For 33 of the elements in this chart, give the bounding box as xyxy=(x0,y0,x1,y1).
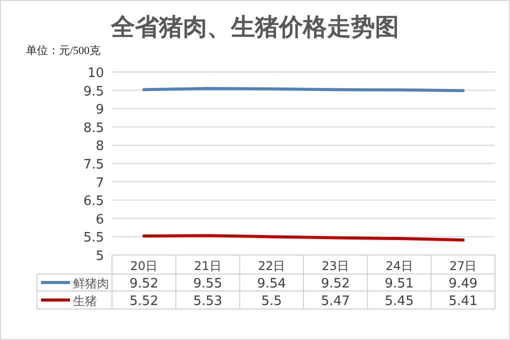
data-label: 5.53 xyxy=(193,294,222,309)
legend-label: 生猪 xyxy=(73,294,97,308)
y-tick-label: 7.5 xyxy=(83,158,104,172)
legend-label: 鲜猪肉 xyxy=(73,276,109,290)
y-tick-label: 6 xyxy=(96,212,104,228)
x-tick-label: 22日 xyxy=(258,259,286,273)
y-tick-label: 10 xyxy=(87,66,104,81)
y-tick-label: 5 xyxy=(96,249,104,264)
data-label: 5.52 xyxy=(129,294,158,309)
data-label: 9.52 xyxy=(129,276,158,292)
data-label: 9.52 xyxy=(320,276,350,292)
data-label: 5.41 xyxy=(448,294,478,309)
data-label: 9.54 xyxy=(257,276,286,292)
data-label: 5.5 xyxy=(261,294,282,309)
y-tick-label: 5.5 xyxy=(83,230,104,246)
data-label: 9.49 xyxy=(448,276,478,292)
y-tick-label: 9.5 xyxy=(83,84,104,100)
x-tick-label: 24日 xyxy=(386,259,413,273)
y-tick-label: 7 xyxy=(96,176,104,191)
y-tick-label: 8.5 xyxy=(83,120,104,136)
chart-title: 全省猪肉、生猪价格走势图 xyxy=(110,13,399,41)
x-tick-label: 27日 xyxy=(449,259,477,273)
y-tick-label: 9 xyxy=(96,102,104,118)
y-axis-title: 单位：元/500克 xyxy=(26,44,101,57)
data-label: 9.55 xyxy=(193,276,222,292)
data-label: 9.51 xyxy=(384,276,414,292)
x-tick-label: 23日 xyxy=(322,259,350,273)
y-tick-label: 8 xyxy=(96,139,104,154)
data-label: 5.47 xyxy=(320,294,350,309)
y-tick-label: 6.5 xyxy=(83,194,104,210)
x-tick-label: 20日 xyxy=(130,259,158,273)
x-tick-label: 21日 xyxy=(194,259,222,273)
data-label: 5.45 xyxy=(384,294,414,309)
